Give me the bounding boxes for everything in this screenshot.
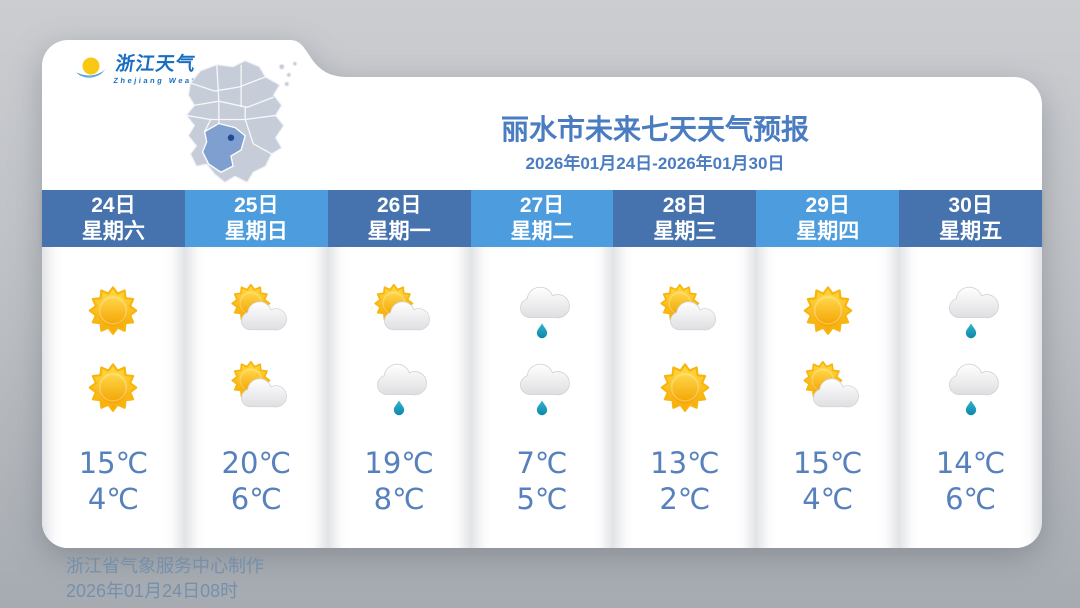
- day-column: 20℃ 6℃: [184, 247, 328, 548]
- low-temperature: 2℃: [659, 482, 711, 516]
- day-weather-icon: [82, 283, 144, 340]
- night-weather-icon: [368, 360, 430, 417]
- low-temperature: 6℃: [945, 482, 997, 516]
- weekday-label: 星期日: [224, 219, 288, 243]
- day-header: 26日 星期一: [327, 190, 471, 247]
- date-label: 30日: [948, 193, 993, 217]
- sun-over-wave-icon: [76, 57, 106, 78]
- low-temperature: 8℃: [373, 482, 425, 516]
- night-weather-icon: [797, 360, 859, 417]
- date-header-row: 24日 星期六 25日 星期日 26日 星期一 27日 星期二 28日 星期三 …: [42, 190, 1043, 247]
- temperature-block: 20℃ 6℃: [222, 445, 291, 517]
- date-label: 26日: [376, 193, 422, 217]
- temperature-block: 15℃ 4℃: [793, 445, 862, 517]
- brand-logo: 浙江天气 Zhejiang Weather: [74, 54, 217, 85]
- zhejiang-province-map: [185, 59, 298, 184]
- day-weather-icon: [654, 283, 716, 340]
- forecast-columns: 15℃ 4℃ 20℃ 6℃ 19℃ 8℃ 7℃ 5℃: [42, 247, 1042, 548]
- weekday-label: 星期二: [510, 219, 574, 243]
- weekday-label: 星期四: [796, 219, 860, 243]
- temperature-block: 7℃ 5℃: [516, 445, 567, 517]
- day-weather-icon: [940, 283, 1002, 340]
- night-weather-icon: [940, 360, 1002, 417]
- day-weather-icon: [511, 283, 573, 340]
- temperature-block: 15℃ 4℃: [79, 445, 148, 517]
- day-weather-icon: [368, 283, 430, 340]
- high-temperature: 19℃: [364, 446, 434, 480]
- weekday-label: 星期六: [81, 219, 145, 243]
- weekday-label: 星期三: [653, 219, 717, 243]
- low-temperature: 4℃: [87, 482, 139, 516]
- night-weather-icon: [654, 360, 716, 417]
- night-weather-icon: [225, 360, 287, 417]
- weekday-label: 星期五: [939, 219, 1003, 243]
- day-header: 29日 星期四: [756, 190, 900, 247]
- issued-time: 2026年01月24日08时: [66, 581, 239, 601]
- date-label: 29日: [805, 193, 850, 217]
- low-temperature: 4℃: [802, 482, 854, 516]
- day-column: 13℃ 2℃: [613, 247, 757, 548]
- city-marker-dot: [227, 134, 235, 141]
- temperature-block: 13℃ 2℃: [650, 445, 719, 517]
- date-label: 25日: [234, 193, 279, 217]
- day-header: 24日 星期六: [42, 190, 185, 247]
- day-header: 25日 星期日: [184, 190, 328, 247]
- forecast-card: 浙江天气 Zhejiang Weather 丽水市未来七天天气预报 2026年0…: [42, 40, 1043, 548]
- day-weather-icon: [797, 283, 859, 340]
- night-weather-icon: [82, 360, 144, 417]
- high-temperature: 13℃: [650, 446, 720, 480]
- high-temperature: 7℃: [516, 446, 568, 480]
- day-column: 15℃ 4℃: [42, 247, 185, 548]
- date-range: 2026年01月24日-2026年01月30日: [525, 154, 785, 173]
- temperature-block: 14℃ 6℃: [936, 445, 1005, 517]
- page-title: 丽水市未来七天天气预报: [500, 114, 809, 145]
- night-weather-icon: [511, 360, 573, 417]
- high-temperature: 15℃: [792, 446, 863, 480]
- weekday-label: 星期一: [367, 219, 431, 243]
- high-temperature: 20℃: [221, 446, 292, 480]
- day-column: 15℃ 4℃: [756, 247, 900, 548]
- day-header: 30日 星期五: [899, 190, 1043, 247]
- low-temperature: 6℃: [230, 482, 282, 516]
- high-temperature: 14℃: [935, 446, 1006, 480]
- highlighted-city-region: [201, 122, 246, 173]
- day-header: 27日 星期二: [470, 190, 614, 247]
- day-column: 19℃ 8℃: [327, 247, 471, 548]
- low-temperature: 5℃: [516, 482, 568, 516]
- day-header: 28日 星期三: [613, 190, 757, 247]
- day-column: 7℃ 5℃: [470, 247, 614, 548]
- credit-line: 浙江省气象服务中心制作: [66, 556, 264, 576]
- day-weather-icon: [225, 283, 287, 340]
- date-label: 27日: [519, 193, 565, 217]
- day-column: 14℃ 6℃: [899, 247, 1042, 548]
- date-label: 24日: [91, 193, 136, 217]
- date-label: 28日: [662, 193, 708, 217]
- title-block: 丽水市未来七天天气预报 2026年01月24日-2026年01月30日: [342, 112, 968, 174]
- high-temperature: 15℃: [78, 446, 149, 480]
- temperature-block: 19℃ 8℃: [364, 445, 433, 517]
- footer: 浙江省气象服务中心制作 2026年01月24日08时: [66, 554, 264, 604]
